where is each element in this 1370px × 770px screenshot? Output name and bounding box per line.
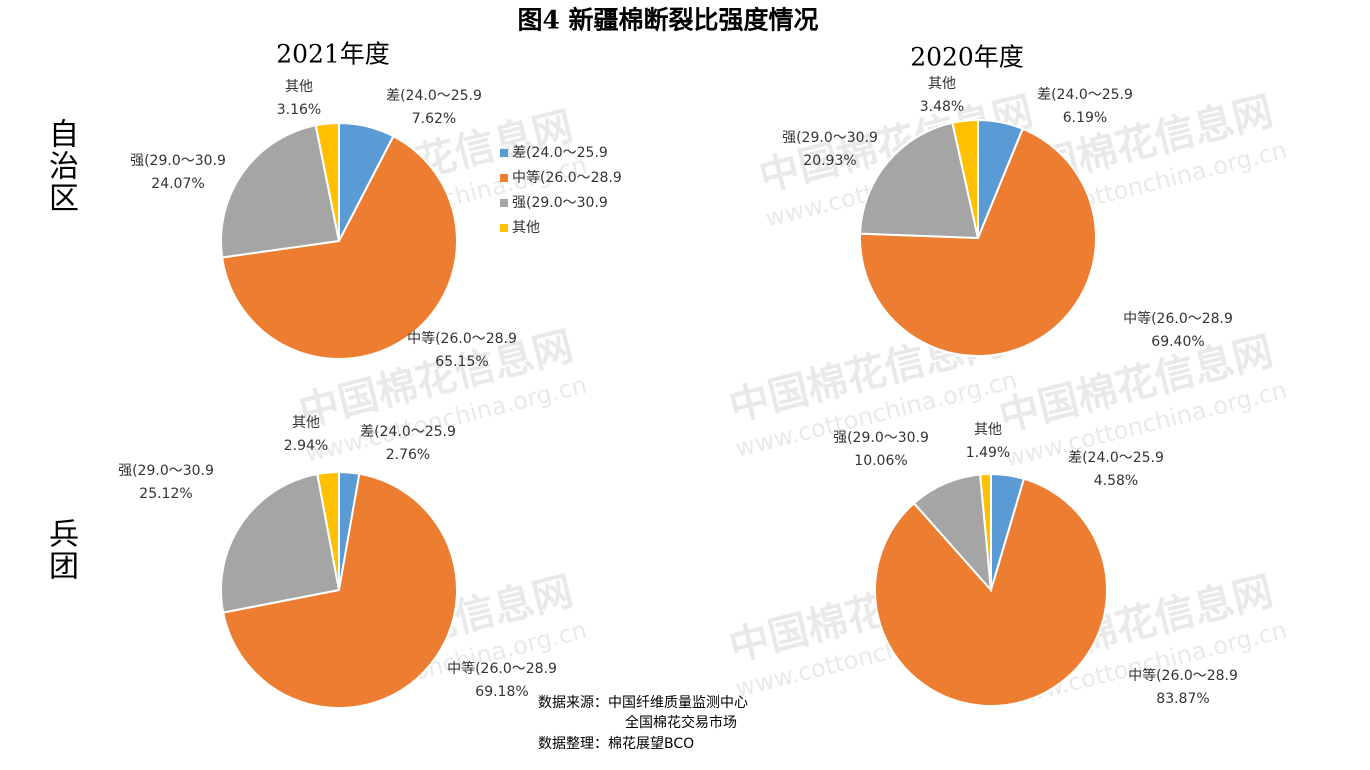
source-line: 数据整理：棉花展望BCO [538,735,694,752]
slice-value-label: 83.87% [1156,691,1209,707]
slice-category-label: 其他 [285,79,313,95]
legend-swatch [500,149,508,157]
column-label: 2020年度 [910,43,1024,72]
slice-value-label: 69.18% [475,684,528,700]
slice-category-label: 强(29.0～30.9 [130,153,226,169]
pie-slice [859,121,980,240]
slice-value-label: 4.58% [1094,473,1138,489]
pie-slice [314,121,340,242]
slice-category-label: 其他 [974,422,1002,438]
slice-value-label: 20.93% [803,153,856,169]
slice-category-label: 中等(26.0～28.9 [447,660,557,677]
slice-category-label: 强(29.0～30.9 [833,430,929,446]
pie-slice [316,470,340,591]
legend-label: 强(29.0～30.9 [512,195,608,211]
slice-value-label: 6.19% [1063,110,1107,126]
legend-swatch [500,174,508,182]
row-label: 兵团 [43,518,78,582]
slice-value-label: 3.48% [920,99,964,115]
slice-category-label: 其他 [928,76,956,92]
legend-swatch [500,224,508,232]
pie-slice [221,134,458,360]
slice-value-label: 2.76% [386,447,430,463]
slice-category-label: 差(24.0～25.9 [1037,87,1133,103]
column-label: 2021年度 [276,40,390,69]
pie-slice [874,477,1108,707]
slice-category-label: 其他 [292,415,320,431]
slice-value-label: 25.12% [139,486,192,502]
slice-value-label: 65.15% [435,354,488,370]
pie-slice [912,473,993,593]
pie-slice [951,118,979,239]
pie-slice [220,124,341,259]
slice-category-label: 差(24.0～25.9 [386,88,482,104]
source-line: 全国棉花交易市场 [625,714,737,731]
slice-category-label: 差(24.0～25.9 [1068,450,1164,466]
page-title: 图4 新疆棉断裂比强度情况 [517,6,818,35]
slice-value-label: 24.07% [151,176,204,192]
row-label: 自治区 [43,118,78,214]
source-line: 数据来源：中国纤维质量监测中心 [538,695,748,711]
slice-category-label: 中等(26.0～28.9 [407,330,517,347]
pie-slice [979,472,992,591]
slice-value-label: 10.06% [854,453,907,469]
pie-slice [221,472,458,709]
slice-value-label: 2.94% [284,438,328,454]
slice-value-label: 3.16% [277,102,321,118]
slice-value-label: 7.62% [412,111,456,127]
slice-category-label: 强(29.0～30.9 [782,130,878,146]
slice-value-label: 1.49% [966,445,1010,461]
pie-slice [859,127,1097,357]
slice-category-label: 中等(26.0～28.9 [1128,667,1238,684]
legend-label: 差(24.0～25.9 [512,145,608,161]
slice-value-label: 69.40% [1151,334,1204,350]
legend-swatch [500,199,508,207]
legend-label: 中等(26.0～28.9 [512,169,622,186]
slice-category-label: 差(24.0～25.9 [360,424,456,440]
pie-slice [220,472,341,614]
legend-label: 其他 [512,220,540,236]
slice-category-label: 中等(26.0～28.9 [1123,310,1233,327]
slice-category-label: 强(29.0～30.9 [118,463,214,479]
